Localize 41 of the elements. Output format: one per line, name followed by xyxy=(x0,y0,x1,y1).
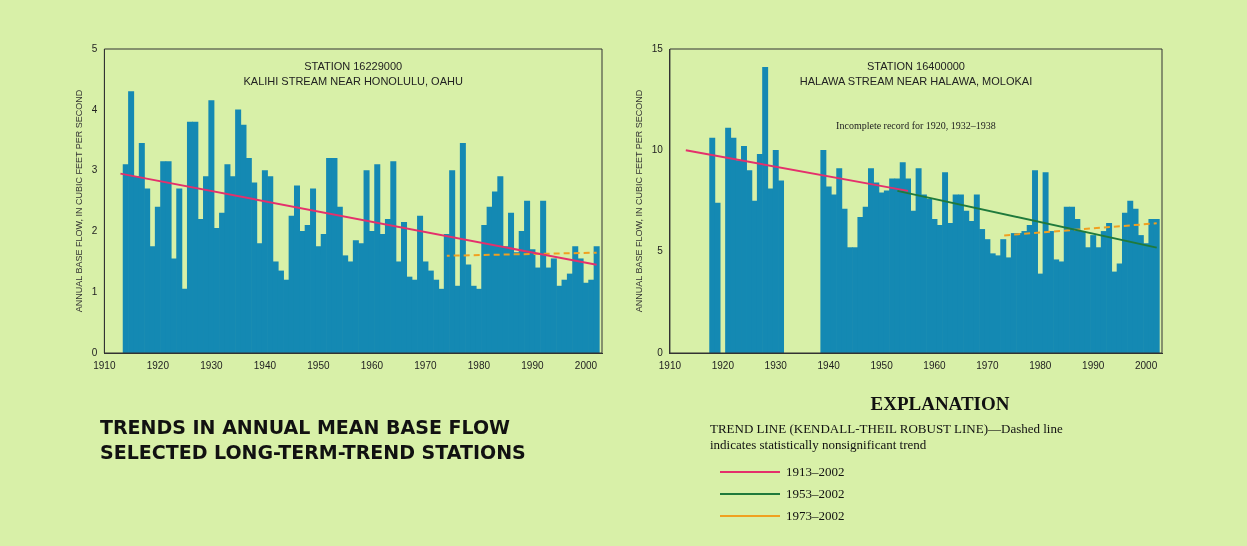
x-tick-label: 1970 xyxy=(414,359,437,371)
x-tick-label: 1930 xyxy=(764,359,788,371)
y-tick-label: 10 xyxy=(651,144,664,156)
x-tick-label: 1960 xyxy=(360,359,384,371)
y-tick-label: 15 xyxy=(651,42,664,54)
legend-label: 1913–2002 xyxy=(786,464,845,480)
x-tick-label: 1940 xyxy=(253,359,277,371)
y-tick-label: 2 xyxy=(91,225,98,237)
x-tick-label: 1990 xyxy=(521,359,544,371)
x-tick-label: 2000 xyxy=(574,359,598,371)
x-tick-label: 1950 xyxy=(870,359,894,371)
x-tick-label: 1990 xyxy=(1082,359,1105,371)
x-tick-label: 1970 xyxy=(976,359,999,371)
x-tick-label: 1940 xyxy=(817,359,841,371)
y-tick-label: 1 xyxy=(91,285,98,297)
x-tick-label: 1910 xyxy=(658,359,682,371)
y-tick-label: 3 xyxy=(91,164,98,176)
legend-title: EXPLANATION xyxy=(869,393,1011,415)
y-axis-title: ANNUAL BASE FLOW, IN CUBIC FEET PER SECOND xyxy=(73,89,84,313)
y-tick-label: 5 xyxy=(657,245,664,257)
x-tick-label: 1910 xyxy=(93,359,116,371)
x-tick-label: 1930 xyxy=(200,359,223,371)
y-tick-label: 0 xyxy=(657,346,664,358)
y-tick-label: 5 xyxy=(91,42,98,54)
text: STATION 16400000 HALAWA STREAM NEAR HALAWA, MOLOKAI xyxy=(799,59,1033,87)
text: STATION 16229000 KALIHI STREAM NEAR HONOLULU, OAHU xyxy=(243,59,463,87)
y-tick-label: 0 xyxy=(91,346,98,358)
x-tick-label: 1980 xyxy=(1029,359,1052,371)
annotation: Incomplete record for 1920, 1932–1938 xyxy=(836,119,996,131)
x-tick-label: 1920 xyxy=(711,359,735,371)
x-tick-label: 1950 xyxy=(307,359,330,371)
x-tick-label: 1980 xyxy=(467,359,491,371)
y-tick-label: 4 xyxy=(91,103,98,115)
legend-label: 1973–2002 xyxy=(786,508,845,524)
legend-label: 1953–2002 xyxy=(786,486,845,502)
x-tick-label: 2000 xyxy=(1135,359,1158,371)
x-tick-label: 1960 xyxy=(923,359,947,371)
text: TRENDS IN ANNUAL MEAN BASE FLOW SELECTED LONG-TERM-TREND STATIONS xyxy=(100,415,527,465)
text: TREND LINE (KENDALL-THEIL ROBUST LINE)—Dashed line indicates statistically nonsignificant trend xyxy=(710,421,1064,453)
y-axis-title: ANNUAL BASE FLOW, IN CUBIC FEET PER SECOND xyxy=(633,89,644,313)
x-tick-label: 1920 xyxy=(146,359,170,371)
